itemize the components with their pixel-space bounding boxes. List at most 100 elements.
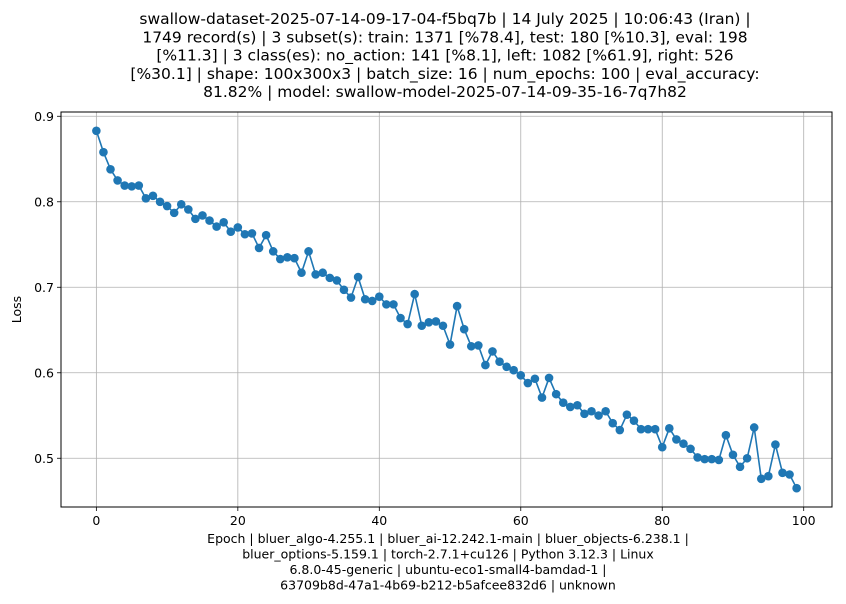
data-point <box>481 360 490 370</box>
data-point <box>113 176 122 185</box>
data-point <box>367 296 377 306</box>
data-point <box>212 222 221 231</box>
data-point <box>162 201 172 211</box>
axis-ticks: 0 20 40 60 80 100 0.5 0.6 0.7 0.8 0.9 <box>34 109 816 528</box>
data-point <box>403 319 412 329</box>
data-point <box>205 216 214 225</box>
data-point <box>771 440 780 449</box>
data-point <box>431 317 441 326</box>
data-point <box>756 474 766 484</box>
data-point <box>488 347 497 356</box>
data-point <box>516 371 526 380</box>
data-point <box>396 313 405 323</box>
data-point <box>424 318 434 327</box>
data-point <box>184 205 193 214</box>
data-point <box>417 321 427 331</box>
data-point <box>537 393 547 402</box>
data-point <box>346 293 356 302</box>
data-point <box>268 247 278 256</box>
data-point <box>785 470 794 479</box>
xlabel-line: 63709b8d-47a1-4b69-b212-b5afcee832d6 | u… <box>280 578 616 593</box>
data-point <box>254 243 264 253</box>
data-point <box>127 182 137 191</box>
x-tick-label: 0 <box>92 513 100 528</box>
data-point <box>551 389 561 399</box>
data-point <box>297 268 306 278</box>
data-point <box>544 373 554 383</box>
title-line: 1749 record(s) | 3 subset(s): train: 137… <box>142 28 747 46</box>
title-line: [%11.3] | 3 class(es): no_action: 141 [%… <box>156 47 733 66</box>
y-tick-label: 0.6 <box>34 365 54 380</box>
data-point <box>304 247 313 256</box>
data-point <box>679 439 688 449</box>
data-point <box>558 398 568 407</box>
data-point <box>636 424 646 434</box>
grid <box>61 112 832 507</box>
data-point <box>148 191 158 201</box>
data-point <box>622 410 632 419</box>
data-point <box>601 406 610 416</box>
data-point <box>452 301 462 311</box>
data-point <box>325 273 335 283</box>
x-axis-label: Epoch | bluer_algo-4.255.1 | bluer_ai-12… <box>207 531 689 593</box>
data-point <box>120 181 129 190</box>
data-point <box>608 418 618 428</box>
x-tick-label: 60 <box>513 513 529 528</box>
chart-title: swallow-dataset-2025-07-14-09-17-04-f5bq… <box>130 10 759 101</box>
data-point <box>382 300 391 309</box>
data-point <box>700 454 709 464</box>
data-point <box>792 483 801 493</box>
xlabel-line: 6.8.0-45-generic | ubuntu-eco1-small4-ba… <box>289 562 606 577</box>
data-point <box>99 147 108 157</box>
title-line: [%30.1] | shape: 100x300x3 | batch_size:… <box>130 65 759 84</box>
data-point <box>261 230 271 240</box>
data-point <box>657 442 667 452</box>
data-point <box>353 272 363 282</box>
data-point <box>672 435 681 444</box>
data-point <box>721 430 731 440</box>
data-point <box>240 229 250 239</box>
data-point <box>290 253 299 263</box>
y-tick-label: 0.5 <box>34 451 54 466</box>
data-point <box>247 229 257 238</box>
data-point <box>169 208 179 218</box>
title-line: swallow-dataset-2025-07-14-09-17-04-f5bq… <box>139 10 750 28</box>
data-point <box>219 217 228 227</box>
plot-frame <box>60 111 833 508</box>
data-point <box>764 471 773 481</box>
data-point <box>92 126 101 136</box>
data-point <box>311 270 320 279</box>
data-point <box>141 194 151 203</box>
x-tick-label: 80 <box>654 513 670 528</box>
data-point <box>778 468 787 478</box>
data-point <box>523 378 533 388</box>
data-point <box>565 402 575 412</box>
data-point <box>643 424 653 434</box>
data-point <box>693 453 702 462</box>
data-point <box>233 223 243 232</box>
data-point <box>438 321 448 331</box>
data-point <box>615 425 625 435</box>
data-point <box>629 416 639 425</box>
data-point <box>318 268 328 278</box>
data-point <box>332 276 342 285</box>
y-axis-label: Loss <box>9 296 24 323</box>
title-line: 81.82% | model: swallow-model-2025-07-14… <box>203 83 687 101</box>
x-tick-label: 20 <box>230 513 246 528</box>
data-point <box>495 357 504 366</box>
data-point <box>502 362 511 372</box>
data-point <box>707 454 717 464</box>
data-point <box>360 294 370 304</box>
data-point <box>459 324 469 334</box>
data-point <box>686 444 695 454</box>
series-line <box>95 130 798 489</box>
data-point <box>155 197 165 207</box>
data-point <box>275 254 285 264</box>
data-point <box>466 341 476 351</box>
x-tick-label: 100 <box>792 513 816 528</box>
data-point <box>650 424 660 434</box>
data-point <box>106 164 115 174</box>
y-tick-label: 0.9 <box>34 109 54 124</box>
data-point <box>410 289 419 299</box>
